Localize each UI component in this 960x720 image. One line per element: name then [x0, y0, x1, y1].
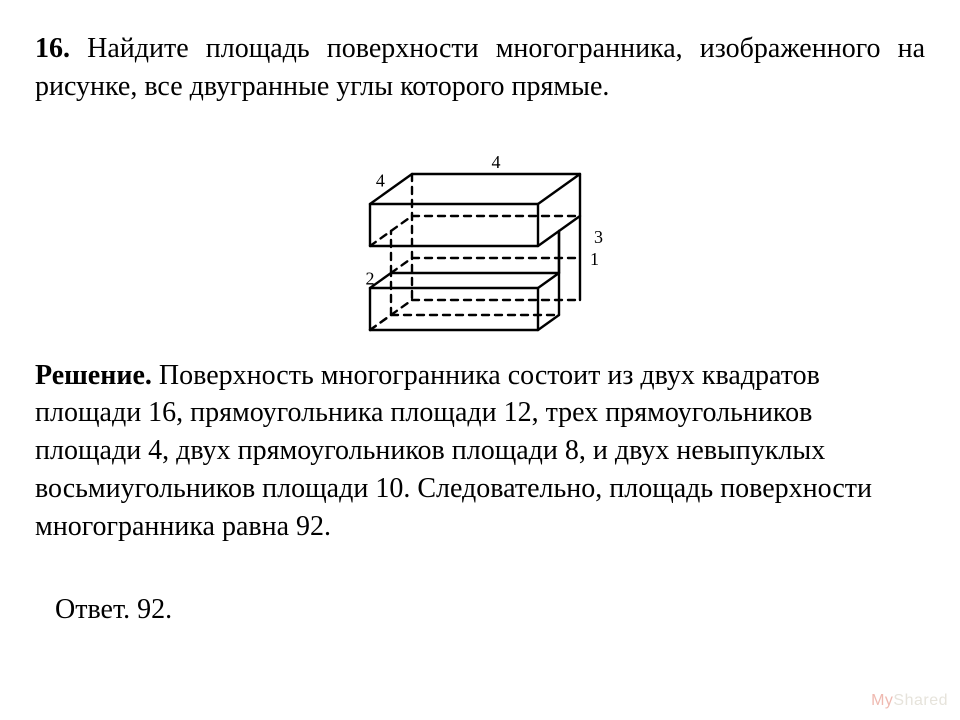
watermark: MyShared — [871, 692, 948, 710]
solution-text: Поверхность многогранника состоит из дву… — [35, 360, 872, 542]
solution-label: Решение. — [35, 360, 152, 391]
svg-text:2: 2 — [366, 268, 375, 288]
figure: 4 4 31 2 — [35, 114, 925, 351]
watermark-rest: Shared — [893, 692, 948, 709]
svg-text:1: 1 — [590, 249, 599, 269]
svg-text:4: 4 — [376, 170, 385, 190]
solution: Решение. Поверхность многогранника состо… — [35, 357, 925, 546]
problem-text: Найдите площадь поверхности многогранник… — [35, 33, 925, 102]
svg-text:3: 3 — [594, 227, 603, 247]
problem-statement: 16. Найдите площадь поверхности многогра… — [35, 30, 925, 106]
answer: Ответ. 92. — [35, 594, 925, 626]
watermark-prefix: My — [871, 692, 893, 709]
page: 16. Найдите площадь поверхности многогра… — [0, 0, 960, 720]
svg-text:4: 4 — [492, 152, 501, 172]
polyhedron-diagram: 4 4 31 2 — [310, 114, 650, 346]
problem-number: 16. — [35, 33, 70, 64]
